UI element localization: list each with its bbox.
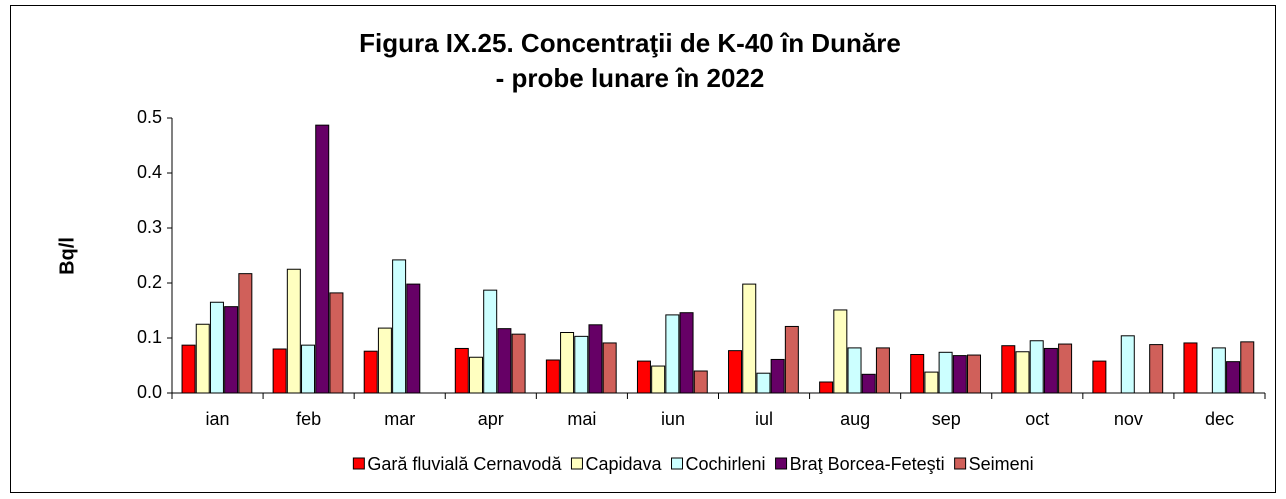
bar	[1015, 351, 1030, 394]
x-tick-label: iul	[755, 409, 773, 429]
bar	[1149, 344, 1164, 394]
bar	[1211, 347, 1226, 394]
bar	[770, 358, 785, 394]
bar	[1029, 340, 1044, 394]
bar	[784, 325, 799, 394]
bar	[195, 323, 210, 394]
bar	[693, 370, 708, 394]
bar	[861, 373, 876, 394]
bar	[363, 350, 378, 394]
bar	[728, 350, 743, 394]
x-tick-label: nov	[1114, 409, 1143, 429]
bar	[497, 328, 512, 394]
legend-swatch	[671, 457, 684, 470]
x-tick-label: feb	[296, 409, 321, 429]
chart-subtitle: - probe lunare în 2022	[496, 63, 765, 93]
x-tick-label: aug	[840, 409, 870, 429]
bar	[742, 283, 757, 394]
x-tick-label: dec	[1205, 409, 1234, 429]
y-tick-label: 0.3	[137, 217, 162, 237]
bar	[1120, 335, 1135, 394]
bar	[1183, 342, 1198, 394]
bar	[406, 283, 421, 394]
y-tick-label: 0.5	[137, 107, 162, 127]
x-tick-label: mar	[384, 409, 415, 429]
bar	[329, 292, 344, 394]
bar	[574, 335, 589, 394]
bar	[511, 333, 526, 394]
y-tick-label: 0.2	[137, 272, 162, 292]
legend-swatch	[352, 457, 365, 470]
y-axis-label: Bq/l	[56, 237, 78, 275]
bar	[560, 332, 575, 394]
bar	[938, 351, 953, 394]
bar	[1240, 341, 1255, 394]
chart-title: Figura IX.25. Concentraţii de K-40 în Du…	[359, 28, 901, 58]
bar	[665, 314, 680, 394]
x-tick-label: apr	[478, 409, 504, 429]
legend-label: Capidava	[585, 454, 662, 474]
bar	[1001, 345, 1016, 394]
bar	[545, 359, 560, 394]
bar	[833, 309, 848, 394]
bar	[924, 371, 939, 394]
legend-swatch	[954, 457, 967, 470]
bar	[756, 372, 771, 394]
chart-border	[10, 5, 1276, 493]
bar	[468, 356, 483, 394]
legend-swatch	[775, 457, 788, 470]
legend-label: Seimeni	[969, 454, 1034, 474]
bar	[679, 312, 694, 394]
bar	[454, 347, 469, 394]
bar	[636, 360, 651, 394]
bar	[392, 259, 407, 394]
legend-label: Gară fluvială Cernavodă	[367, 454, 562, 474]
legend-label: Braţ Borcea-Feteşti	[790, 454, 945, 474]
legend-label: Cochirleni	[686, 454, 766, 474]
bar	[377, 327, 392, 394]
bar	[651, 365, 666, 394]
y-tick-label: 0.1	[137, 327, 162, 347]
bar	[301, 344, 316, 394]
bar	[875, 347, 890, 394]
legend-swatch	[570, 457, 583, 470]
bar	[952, 355, 967, 394]
bar	[315, 124, 330, 394]
bar	[847, 347, 862, 394]
bar	[238, 273, 253, 394]
bar	[910, 354, 925, 394]
bar	[181, 344, 196, 394]
bar	[1043, 347, 1058, 394]
x-tick-label: ian	[206, 409, 230, 429]
bar	[588, 324, 603, 394]
x-tick-label: oct	[1025, 409, 1049, 429]
bar	[602, 342, 617, 394]
bar	[967, 354, 982, 394]
bar	[209, 301, 224, 394]
x-tick-label: sep	[932, 409, 961, 429]
y-tick-label: 0.0	[137, 382, 162, 402]
bar	[286, 268, 301, 394]
bar	[1058, 343, 1073, 394]
x-tick-label: iun	[661, 409, 685, 429]
bar	[819, 381, 834, 394]
bar	[1226, 361, 1241, 394]
bar	[224, 306, 239, 394]
bar	[272, 348, 287, 394]
y-tick-label: 0.4	[137, 162, 162, 182]
bar	[1092, 360, 1107, 394]
x-tick-label: mai	[567, 409, 596, 429]
bar	[483, 289, 498, 394]
